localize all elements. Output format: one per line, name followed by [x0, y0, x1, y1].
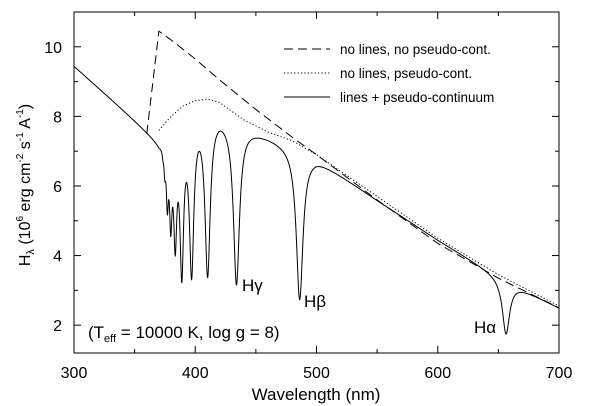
axis-ticks: 300 400 500 600 700 2 4 6 8 10	[44, 12, 572, 382]
x-tick-label: 500	[303, 365, 330, 382]
annotation-h-alpha-base: H	[474, 318, 486, 337]
x-tick-label: 600	[424, 365, 451, 382]
y-label-s: s	[17, 141, 34, 153]
y-label-exp-s: -1	[15, 132, 26, 141]
y-label-base: H	[17, 255, 34, 267]
legend-label-dashed: no lines, no pseudo-cont.	[340, 42, 491, 57]
annotation-h-gamma-greek: γ	[254, 276, 263, 295]
y-label-base-sub: λ	[25, 249, 37, 255]
model-parameters: (Teff = 10000 K, log g = 8)	[88, 323, 280, 345]
series-dotted	[158, 98, 560, 307]
annotation-h-alpha-greek: α	[486, 318, 496, 337]
annotation-h-beta: Hβ	[304, 292, 326, 311]
annotation-h-beta-greek: β	[316, 292, 326, 311]
annotation-h-gamma-base: H	[242, 276, 254, 295]
legend: no lines, no pseudo-cont. no lines, pseu…	[284, 42, 494, 105]
y-axis-label: Hλ (106 erg cm-2 s-1 A-1)	[15, 104, 37, 266]
param-open: (T	[88, 323, 104, 342]
y-label-exp-a: -1	[15, 109, 26, 118]
annotation-h-alpha: Hα	[474, 318, 496, 337]
y-tick-label: 8	[53, 109, 62, 126]
param-sub: eff	[104, 333, 117, 345]
y-label-exp6: 6	[15, 216, 26, 222]
series-dashed	[146, 30, 560, 309]
annotation-h-gamma: Hγ	[242, 276, 263, 295]
y-tick-label: 10	[44, 40, 62, 57]
plot-curves	[73, 30, 560, 335]
annotation-h-beta-base: H	[304, 292, 316, 311]
x-axis-label: Wavelength (nm)	[252, 385, 381, 404]
param-rest: = 10000 K, log g = 8)	[116, 323, 280, 342]
y-tick-label: 6	[53, 179, 62, 196]
y-label-exp-cm: -2	[15, 153, 26, 162]
x-tick-label: 700	[546, 365, 573, 382]
series-solid	[73, 65, 560, 335]
legend-label-solid: lines + pseudo-continuum	[340, 90, 494, 105]
x-tick-label: 300	[61, 365, 88, 382]
y-label-a: A	[17, 118, 34, 133]
y-tick-label: 4	[53, 249, 62, 266]
y-tick-label: 2	[53, 318, 62, 335]
y-label-unit: erg cm	[17, 163, 34, 216]
legend-label-dotted: no lines, pseudo-cont.	[340, 66, 472, 81]
y-label-open: (10	[17, 221, 34, 249]
x-tick-label: 400	[182, 365, 209, 382]
y-label-close: )	[17, 104, 34, 109]
